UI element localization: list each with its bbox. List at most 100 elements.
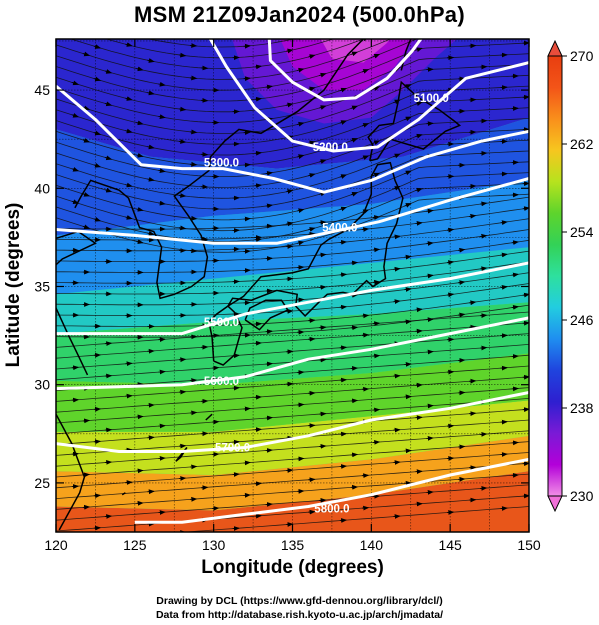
wind-arrow: [415, 220, 423, 226]
wind-arrow: [469, 300, 477, 306]
colorbar-tick-label: 238: [570, 400, 594, 416]
wind-arrow: [82, 51, 91, 57]
colorbar-body: [547, 55, 563, 497]
wind-arrow: [104, 101, 113, 107]
wind-arrow: [404, 116, 412, 122]
wind-arrow: [404, 0, 410, 1]
wind-arrow: [522, 407, 529, 412]
wind-arrow: [232, 439, 240, 445]
wind-arrow: [339, 239, 348, 245]
wind-arrow: [189, 378, 198, 383]
coastline: [56, 413, 86, 531]
wind-arrow: [308, 318, 316, 323]
wind-arrow: [254, 183, 262, 189]
wind-arrow: [339, 377, 348, 383]
wind-arrow: [297, 154, 305, 159]
contour-labels: 5100.0 5200.0 5300.0 5400.0 5500.0 5600.0 5700…: [204, 93, 449, 516]
wind-arrow: [415, 187, 423, 193]
wind-arrow: [265, 171, 273, 176]
wind-arrow: [82, 418, 91, 424]
wind-arrow: [308, 336, 316, 342]
wind-arrow: [93, 163, 102, 168]
wind-arrow: [404, 31, 410, 34]
wind-arrow: [71, 365, 80, 371]
credit-line-1: Drawing by DCL (https://www.gfd-dennou.o…: [156, 595, 443, 607]
wind-arrow: [415, 382, 423, 388]
wind-arrow: [178, 225, 187, 231]
colorbar-tick-label: 230: [570, 488, 594, 504]
wind-arrow: [522, 206, 529, 211]
wind-arrow: [350, 192, 359, 197]
wind-arrow: [361, 123, 370, 128]
wind-arrow: [265, 329, 273, 334]
coastline: [208, 305, 243, 366]
wind-arrow: [265, 361, 273, 367]
wind-arrow: [480, 266, 488, 272]
wind-arrow: [297, 402, 305, 408]
height-contour: [56, 177, 529, 245]
wind-arrow: [189, 496, 198, 502]
colorbar-ticks: 230 238 246 254 262 270: [562, 48, 594, 504]
wind-arrow: [372, 321, 381, 326]
wind-arrow: [339, 120, 348, 125]
wind-arrow: [339, 272, 348, 278]
wind-arrow: [178, 389, 187, 395]
wind-arrow: [189, 129, 198, 135]
x-tick-label: 135: [281, 537, 305, 553]
y-tick-label: 30: [34, 377, 50, 393]
coastline: [227, 161, 404, 317]
wind-arrow: [189, 43, 198, 48]
wind-arrow: [500, 419, 508, 425]
wind-arrow: [125, 215, 133, 220]
coastline: [400, 39, 412, 71]
wind-arrow: [458, 280, 466, 285]
wind-arrow: [147, 521, 155, 527]
wind-arrow: [500, 252, 508, 258]
x-tick-label: 130: [202, 537, 226, 553]
wind-arrow: [93, 130, 102, 136]
wind-arrow: [104, 514, 113, 519]
colorbar-tick-label: 254: [570, 224, 594, 240]
wind-arrow: [178, 193, 187, 198]
wind-arrow: [339, 518, 348, 523]
contour-label: 5300.0: [204, 158, 239, 170]
wind-arrow: [136, 66, 144, 72]
streamline: [40, 0, 545, 36]
wind-arrow: [266, 32, 272, 33]
contour-label: 5500.0: [204, 317, 239, 329]
wind-arrow: [189, 75, 198, 81]
wind-arrow: [297, 121, 305, 127]
wind-arrow: [393, 460, 401, 465]
streamline: [56, 128, 529, 188]
wind-arrow: [136, 239, 144, 245]
wind-arrow: [339, 87, 348, 93]
wind-arrow: [372, 54, 381, 59]
wind-arrow: [393, 427, 401, 433]
wind-arrow: [511, 305, 519, 310]
wind-arrow: [458, 247, 466, 253]
wind-arrow: [511, 472, 519, 478]
wind-arrow: [446, 423, 455, 429]
wind-arrow: [350, 51, 359, 57]
wind-arrow: [500, 365, 508, 371]
wind-arrow: [469, 378, 477, 384]
wind-arrow: [415, 133, 423, 139]
wind-arrow: [522, 320, 529, 326]
colorbar-tick-label: 270: [570, 48, 594, 64]
wind-arrow: [361, 69, 370, 74]
wind-arrow: [93, 439, 102, 445]
wind-arrow: [522, 374, 529, 380]
wind-arrow: [254, 64, 262, 70]
wind-arrow: [308, 54, 316, 59]
wind-arrow: [83, 21, 89, 23]
credit-line-2: Data from http://database.rish.kyoto-u.a…: [155, 609, 444, 621]
wind-arrow: [404, 203, 412, 208]
wind-arrow: [361, 332, 370, 338]
wind-arrow: [104, 69, 113, 74]
wind-arrow: [350, 260, 359, 266]
wind-arrow: [350, 452, 359, 458]
coastline: [205, 413, 213, 421]
contour-label: 5200.0: [313, 142, 348, 154]
wind-arrow: [136, 500, 144, 506]
wind-arrow: [147, 176, 155, 182]
